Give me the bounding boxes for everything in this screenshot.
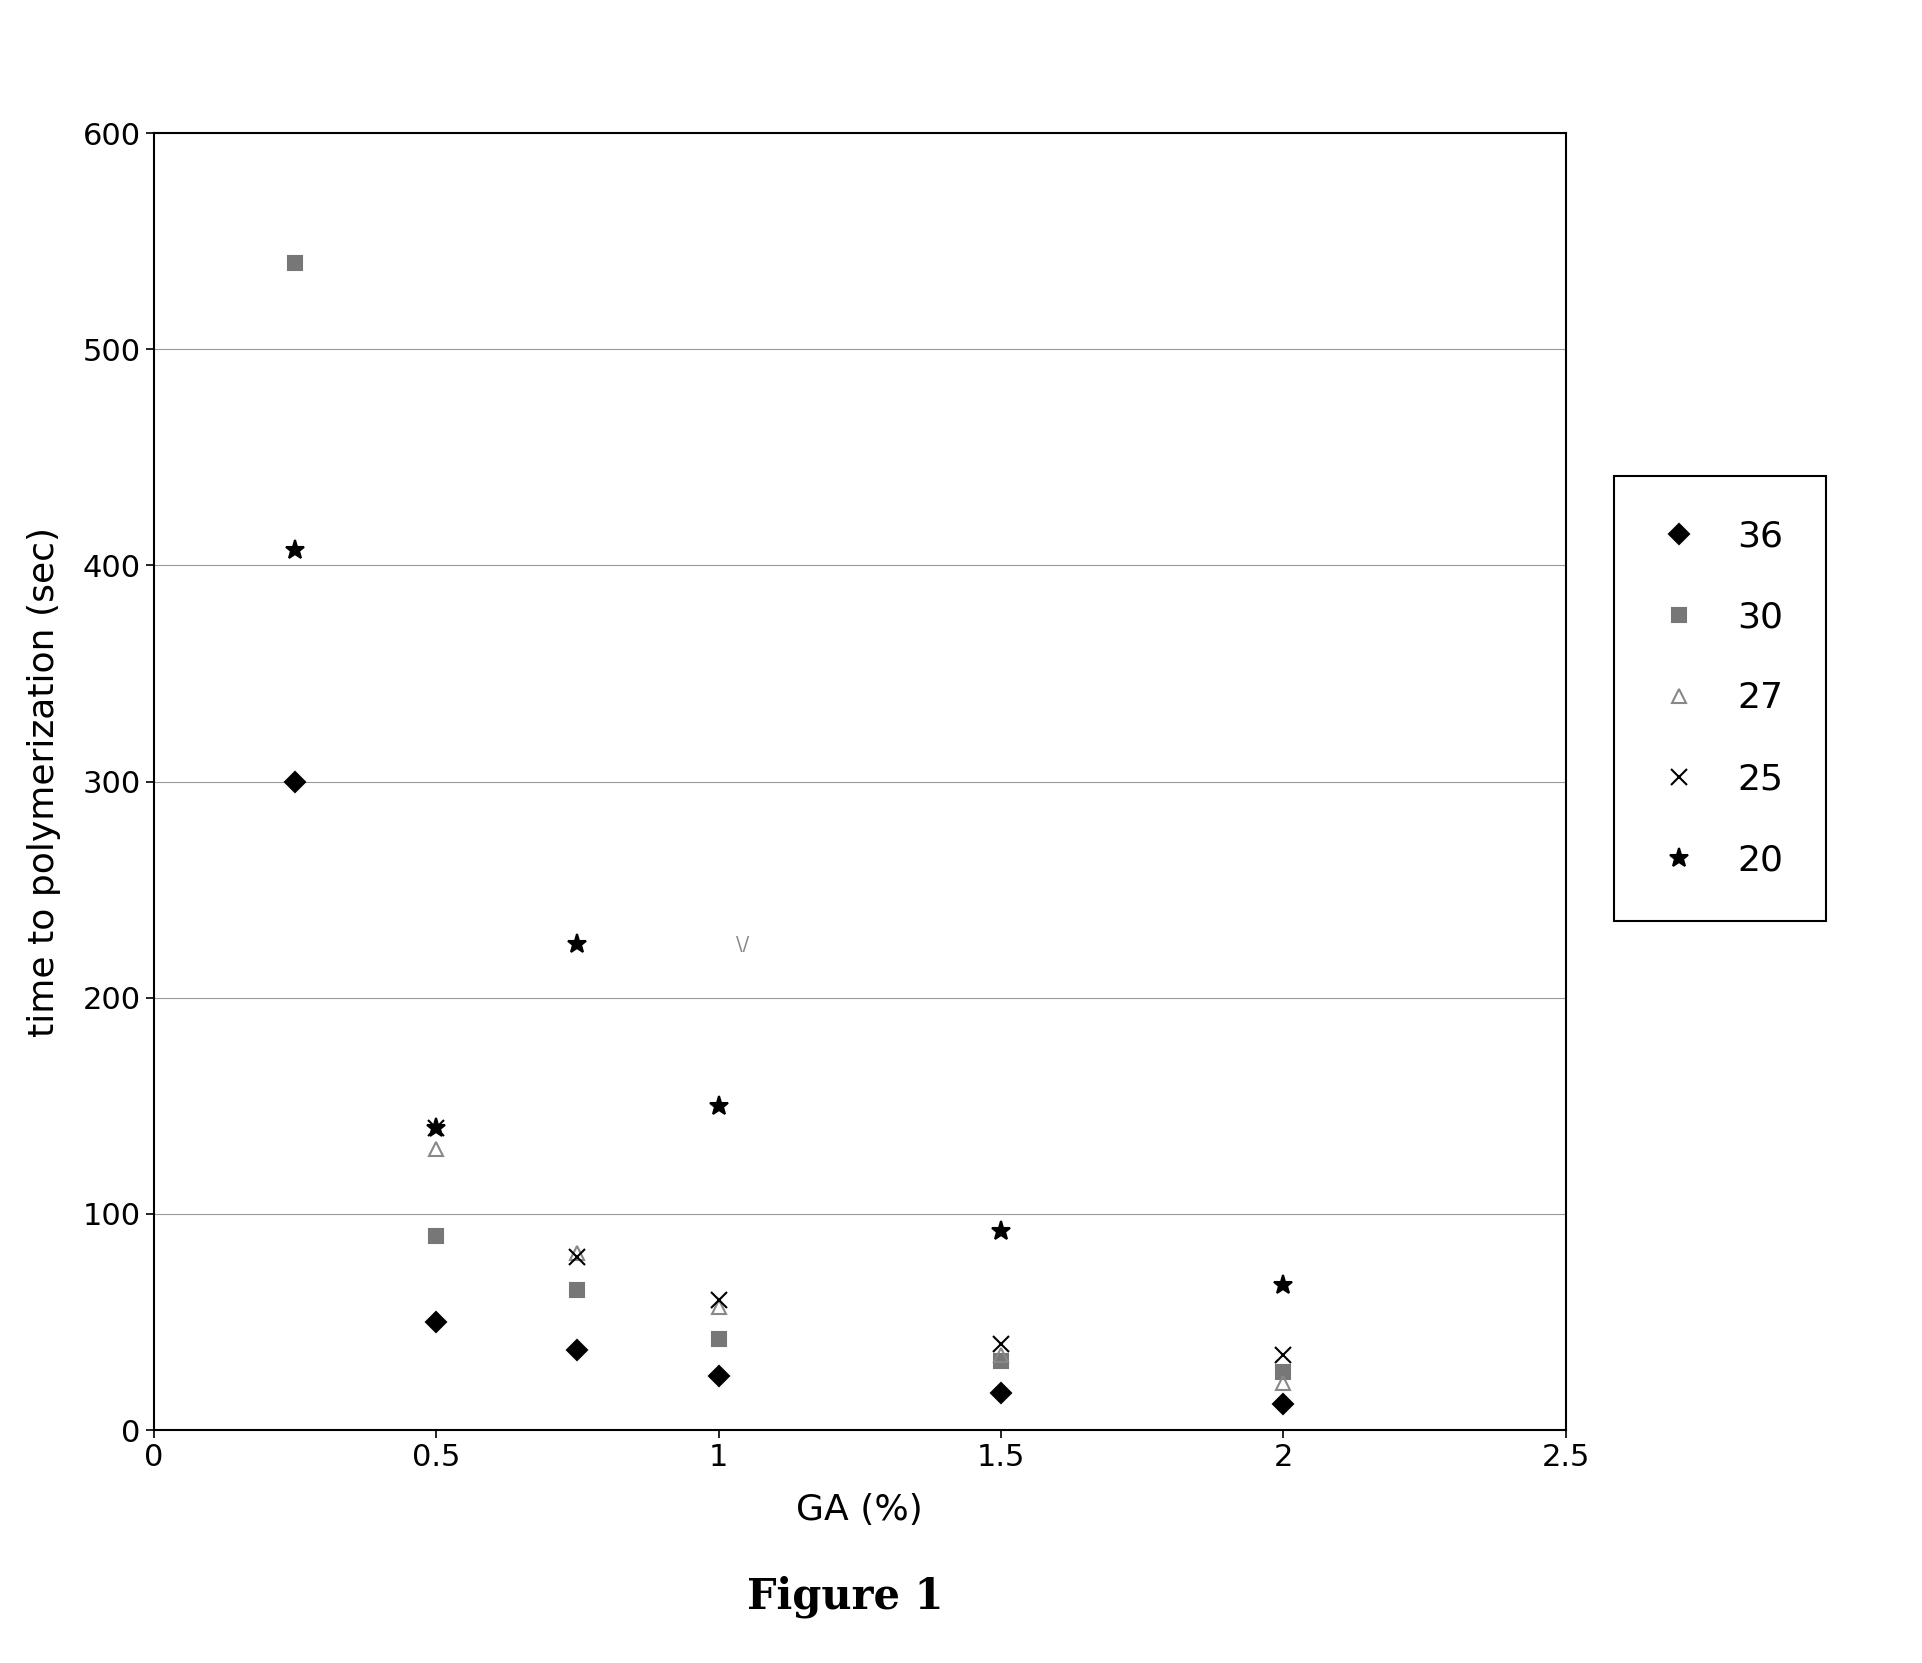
20 — [990, 1221, 1013, 1241]
Text: \/: \/ — [736, 935, 750, 955]
25 — [707, 1290, 730, 1310]
36 — [283, 772, 306, 792]
36 — [565, 1340, 588, 1360]
Text: Figure 1: Figure 1 — [748, 1575, 944, 1618]
25 — [1272, 1344, 1295, 1364]
36 — [990, 1384, 1013, 1404]
25 — [990, 1334, 1013, 1354]
27 — [425, 1139, 448, 1159]
30 — [425, 1226, 448, 1246]
Legend: 36, 30, 27, 25, 20: 36, 30, 27, 25, 20 — [1614, 476, 1826, 921]
20 — [425, 1118, 448, 1137]
20 — [565, 933, 588, 953]
20 — [283, 540, 306, 560]
30 — [990, 1350, 1013, 1370]
27 — [990, 1344, 1013, 1364]
27 — [707, 1297, 730, 1317]
Line: 30: 30 — [288, 256, 1290, 1379]
20 — [707, 1096, 730, 1116]
30 — [565, 1281, 588, 1300]
27 — [565, 1242, 588, 1262]
36 — [1272, 1394, 1295, 1414]
Line: 20: 20 — [284, 540, 1294, 1295]
36 — [707, 1367, 730, 1387]
36 — [425, 1312, 448, 1332]
Line: 36: 36 — [288, 775, 1290, 1412]
27 — [1272, 1372, 1295, 1392]
Line: 25: 25 — [429, 1119, 1292, 1362]
25 — [425, 1118, 448, 1137]
Line: 27: 27 — [429, 1142, 1290, 1390]
Y-axis label: time to polymerization (sec): time to polymerization (sec) — [27, 527, 62, 1036]
X-axis label: GA (%): GA (%) — [796, 1493, 923, 1527]
30 — [1272, 1362, 1295, 1382]
30 — [707, 1329, 730, 1349]
30 — [283, 253, 306, 273]
20 — [1272, 1276, 1295, 1295]
25 — [565, 1247, 588, 1267]
